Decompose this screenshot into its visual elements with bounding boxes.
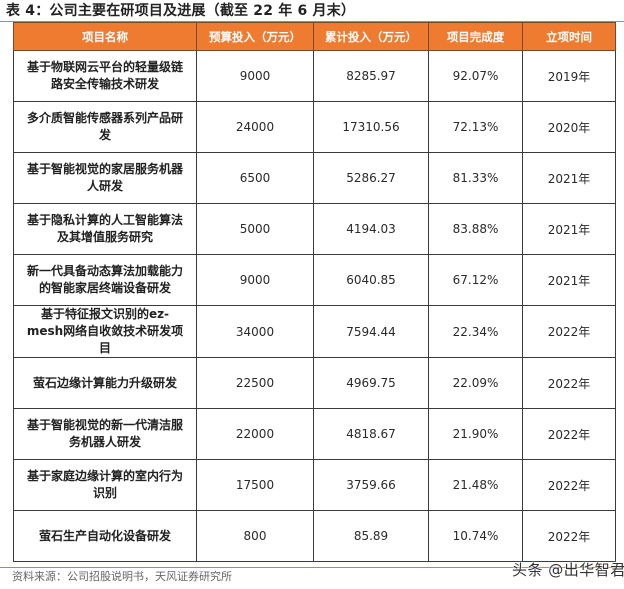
header-start-year: 立项时间: [522, 22, 616, 51]
cell-cumulative: 3759.66: [313, 459, 429, 511]
cell-project-name: 基于智能视觉的家居服务机器人研发: [13, 152, 197, 204]
cell-budget: 800: [196, 510, 314, 562]
header-project-name: 项目名称: [13, 22, 197, 51]
cell-start-year: 2021年: [522, 203, 616, 255]
cell-project-name: 基于家庭边缘计算的室内行为识别: [13, 459, 197, 511]
table-row: 基于物联网云平台的轻量级链路安全传输技术研发 9000 8285.97 92.0…: [13, 50, 616, 102]
source-note: 资料来源：公司招股说明书，天风证券研究所: [12, 570, 232, 583]
cell-project-name: 基于物联网云平台的轻量级链路安全传输技术研发: [13, 50, 197, 102]
cell-budget: 22000: [196, 408, 314, 460]
table-row: 基于家庭边缘计算的室内行为识别 17500 3759.66 21.48% 202…: [13, 459, 616, 511]
cell-project-name: 新一代具备动态算法加载能力的智能家居终端设备研发: [13, 254, 197, 306]
table-row: 基于智能视觉的家居服务机器人研发 6500 5286.27 81.33% 202…: [13, 152, 616, 204]
cell-budget: 17500: [196, 459, 314, 511]
cell-budget: 9000: [196, 254, 314, 306]
cell-cumulative: 85.89: [313, 510, 429, 562]
cell-completion: 72.13%: [428, 101, 523, 153]
cell-completion: 67.12%: [428, 254, 523, 306]
table-header-row: 项目名称 预算投入（万元） 累计投入（万元） 项目完成度 立项时间: [13, 22, 616, 51]
header-budget: 预算投入（万元）: [196, 22, 314, 51]
cell-completion: 92.07%: [428, 50, 523, 102]
table-title: 表 4：公司主要在研项目及进展（截至 22 年 6 月末）: [6, 3, 356, 19]
cell-completion: 83.88%: [428, 203, 523, 255]
table-row: 新一代具备动态算法加载能力的智能家居终端设备研发 9000 6040.85 67…: [13, 254, 616, 306]
cell-completion: 10.74%: [428, 510, 523, 562]
cell-start-year: 2022年: [522, 305, 616, 358]
cell-cumulative: 6040.85: [313, 254, 429, 306]
cell-completion: 22.09%: [428, 357, 523, 409]
projects-table: 项目名称 预算投入（万元） 累计投入（万元） 项目完成度 立项时间 基于物联网云…: [13, 22, 616, 562]
watermark: 头条 @出华智君: [512, 561, 624, 579]
cell-start-year: 2020年: [522, 101, 616, 153]
cell-project-name: 多介质智能传感器系列产品研发: [13, 101, 197, 153]
cell-budget: 6500: [196, 152, 314, 204]
bottom-divider: [0, 567, 624, 568]
cell-cumulative: 5286.27: [313, 152, 429, 204]
cell-start-year: 2021年: [522, 254, 616, 306]
cell-cumulative: 7594.44: [313, 305, 429, 358]
cell-budget: 5000: [196, 203, 314, 255]
cell-completion: 81.33%: [428, 152, 523, 204]
cell-project-name: 基于隐私计算的人工智能算法及其增值服务研究: [13, 203, 197, 255]
cell-start-year: 2022年: [522, 357, 616, 409]
cell-completion: 21.90%: [428, 408, 523, 460]
cell-start-year: 2022年: [522, 510, 616, 562]
cell-cumulative: 4818.67: [313, 408, 429, 460]
cell-budget: 22500: [196, 357, 314, 409]
cell-cumulative: 4969.75: [313, 357, 429, 409]
table-row: 多介质智能传感器系列产品研发 24000 17310.56 72.13% 202…: [13, 101, 616, 153]
cell-cumulative: 17310.56: [313, 101, 429, 153]
cell-start-year: 2022年: [522, 408, 616, 460]
header-cumulative: 累计投入（万元）: [313, 22, 429, 51]
cell-cumulative: 8285.97: [313, 50, 429, 102]
table-row: 基于智能视觉的新一代清洁服务机器人研发 22000 4818.67 21.90%…: [13, 408, 616, 460]
table-row: 基于隐私计算的人工智能算法及其增值服务研究 5000 4194.03 83.88…: [13, 203, 616, 255]
cell-completion: 21.48%: [428, 459, 523, 511]
cell-project-name: 萤石边缘计算能力升级研发: [13, 357, 197, 409]
cell-project-name: 基于特征报文识别的ez-mesh网络自收敛技术研发项目: [13, 305, 197, 358]
table-row: 萤石边缘计算能力升级研发 22500 4969.75 22.09% 2022年: [13, 357, 616, 409]
cell-budget: 9000: [196, 50, 314, 102]
table-row: 萤石生产自动化设备研发 800 85.89 10.74% 2022年: [13, 510, 616, 562]
cell-completion: 22.34%: [428, 305, 523, 358]
cell-start-year: 2022年: [522, 459, 616, 511]
top-divider: [0, 21, 624, 22]
cell-start-year: 2019年: [522, 50, 616, 102]
cell-cumulative: 4194.03: [313, 203, 429, 255]
table-row: 基于特征报文识别的ez-mesh网络自收敛技术研发项目 34000 7594.4…: [13, 305, 616, 358]
cell-project-name: 基于智能视觉的新一代清洁服务机器人研发: [13, 408, 197, 460]
cell-start-year: 2021年: [522, 152, 616, 204]
header-completion: 项目完成度: [428, 22, 523, 51]
cell-budget: 34000: [196, 305, 314, 358]
cell-project-name: 萤石生产自动化设备研发: [13, 510, 197, 562]
cell-budget: 24000: [196, 101, 314, 153]
